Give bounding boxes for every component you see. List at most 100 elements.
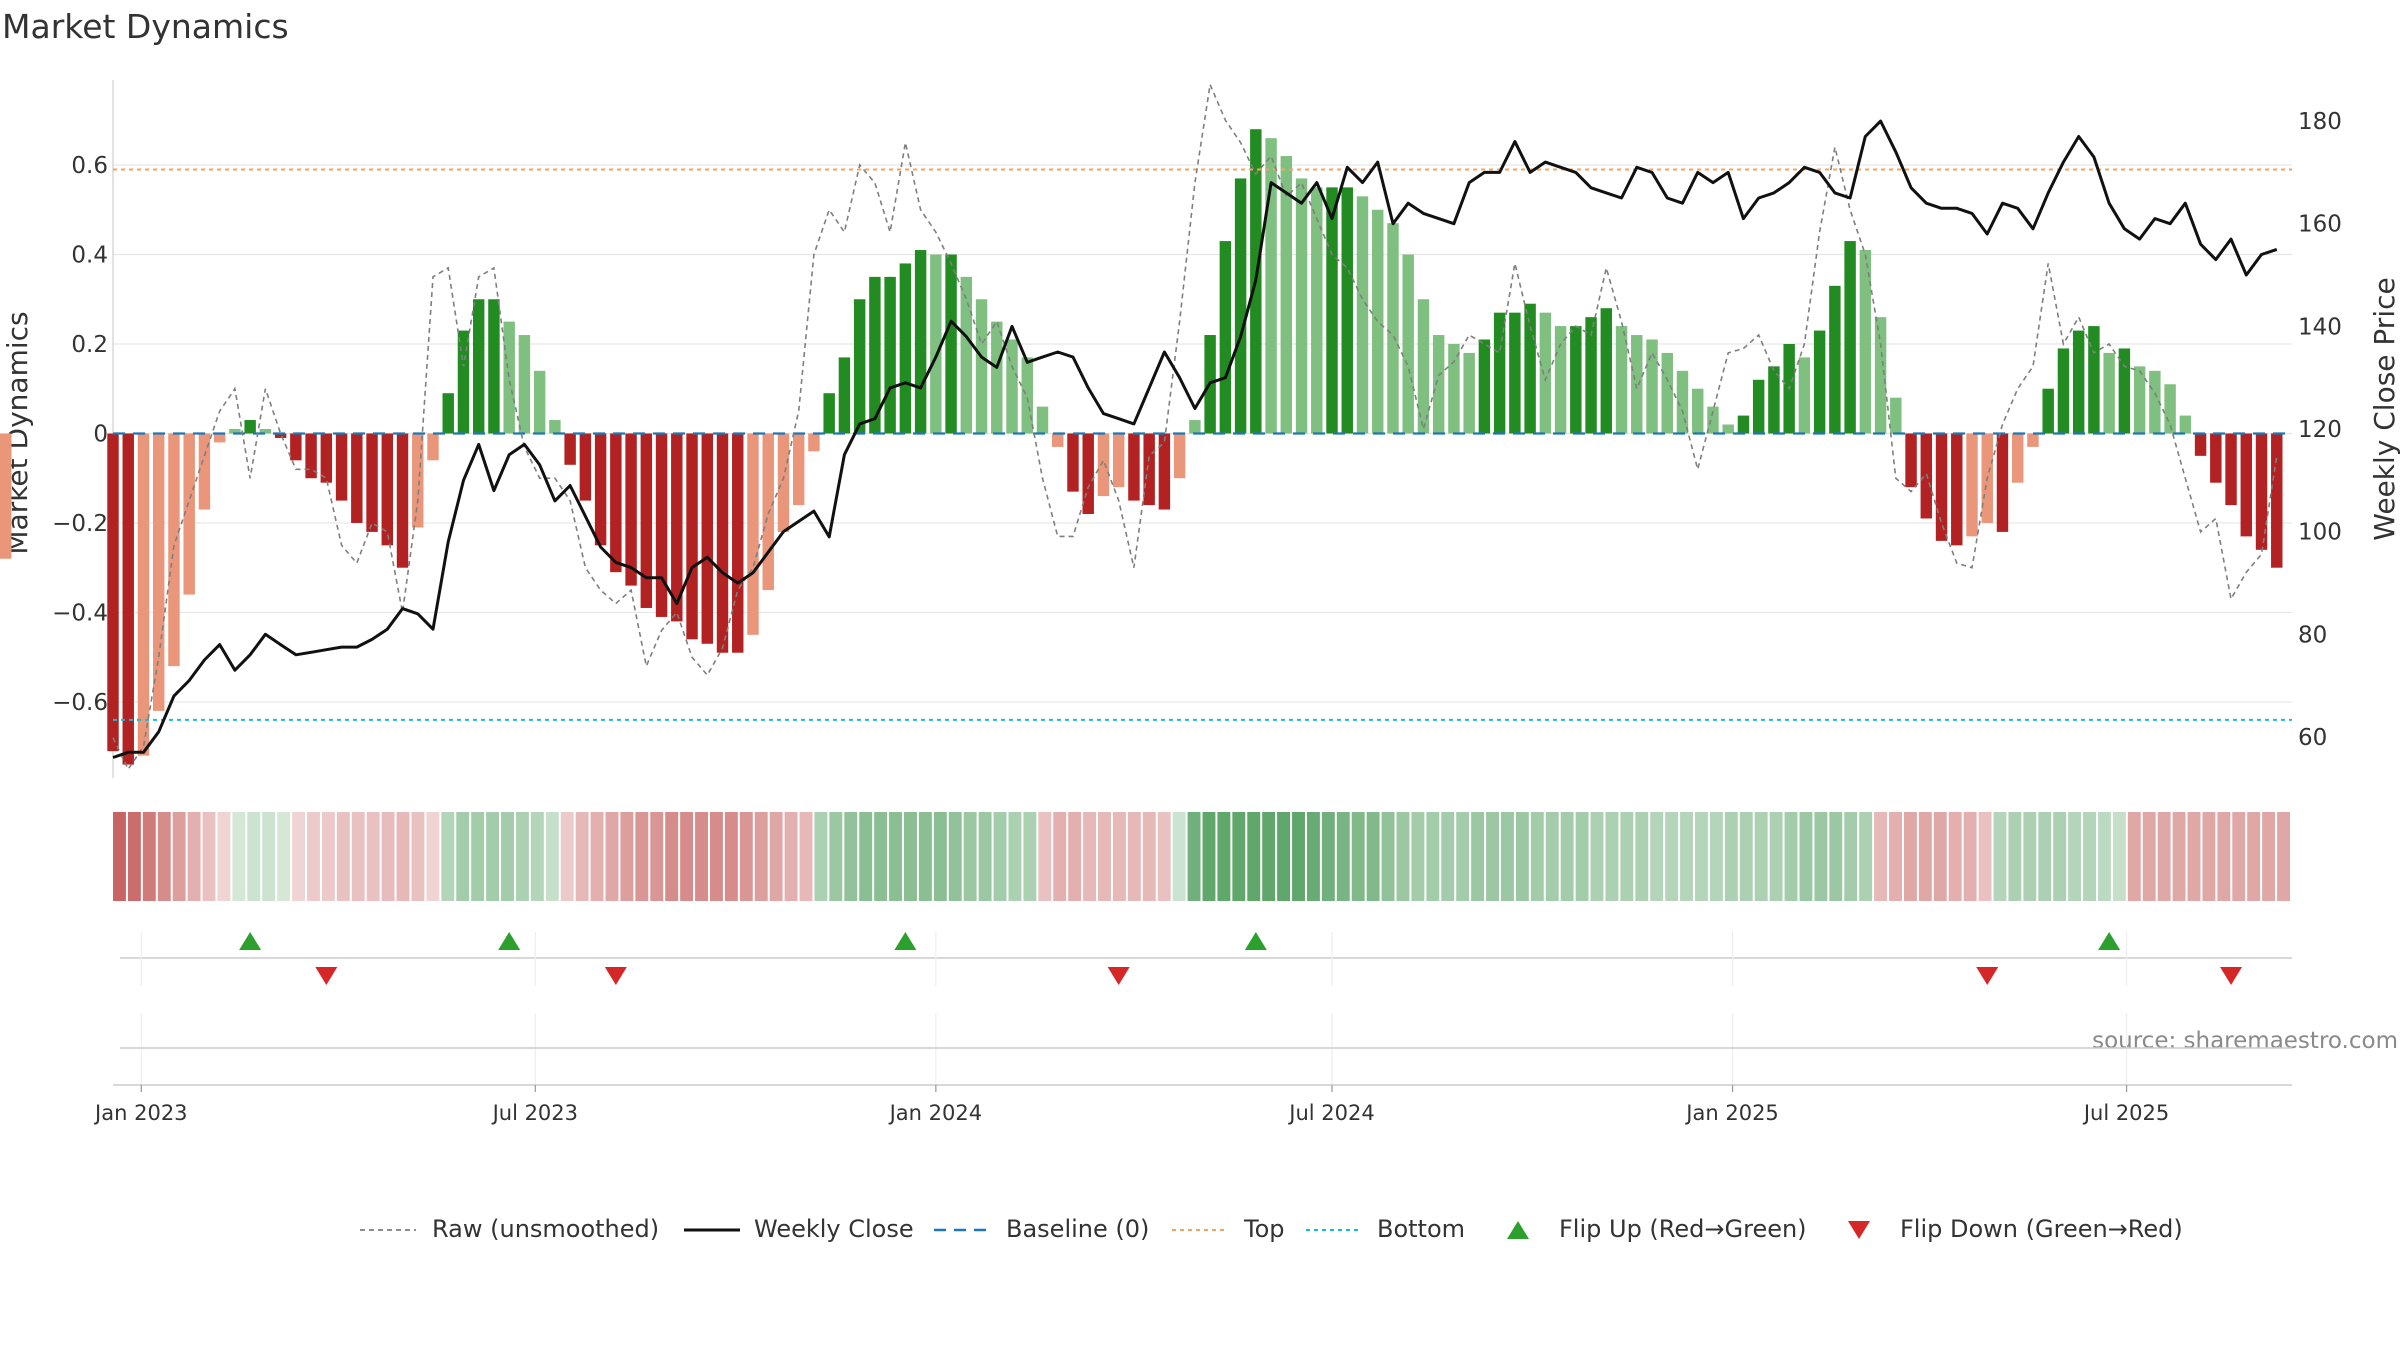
regime-strip-cell [1724,812,1738,901]
regime-strip-cell [1695,812,1708,901]
regime-strip-cell [1008,812,1022,901]
regime-strip-cell [351,812,365,901]
dynamics-bar [991,321,1003,434]
regime-strip-cell [2112,812,2126,901]
legend-label: Bottom [1377,1215,1465,1243]
regime-strip-cell [321,812,335,901]
regime-strip-cell [1963,812,1977,901]
dynamics-bar [1798,357,1811,434]
dynamics-bar [1356,196,1369,434]
dynamics-bar [960,276,973,434]
dynamics-bar [1189,420,1201,434]
dynamics-bar [1052,433,1064,447]
raw-unsmoothed-line [112,81,2278,771]
source-note: source: sharemaestro.com [2092,1028,2398,1054]
y-tick-label-left: 0 [93,421,108,447]
regime-strip-cell [1486,812,1499,901]
x-tick-label: Jul 2023 [491,1101,578,1125]
regime-strip-cell [217,812,231,901]
dynamics-bar [1966,433,1978,537]
dynamics-bar [2255,433,2268,550]
legend-label: Raw (unsmoothed) [432,1215,659,1243]
dynamics-bar [1554,326,1567,434]
dynamics-bar [122,433,134,765]
chart-title: Market Dynamics [2,7,289,46]
regime-strip-cell [1232,812,1246,901]
regime-strip-cell [1903,812,1917,901]
regime-strip-cell [2142,812,2156,901]
dynamics-bar [229,429,241,434]
regime-strip-cell [486,812,500,901]
regime-strip-cell [2277,812,2290,901]
dynamics-bar [290,433,302,461]
regime-strip-cell [2068,812,2082,901]
dynamics-bar [1372,209,1384,434]
regime-strip-cell [1799,812,1813,901]
regime-strip-cell [2202,812,2216,901]
regime-strip-cell [1381,812,1395,901]
regime-strip-cell [1680,812,1694,901]
dynamics-bar [2103,352,2115,434]
dynamics-bar [442,393,454,434]
x-tick-label: Jul 2025 [2082,1101,2169,1125]
dynamics-bar [472,299,485,434]
regime-strip-cell [784,812,798,901]
dynamics-bar [274,433,287,438]
y-tick-label-left: −0.4 [52,600,108,626]
dynamics-bar [1173,433,1186,479]
regime-strip-cell [709,812,723,901]
regime-strip-cell [1172,812,1186,901]
dynamics-bar [1432,335,1445,434]
regime-strip-cell [620,812,634,901]
regime-strip-cell [1068,812,1082,901]
regime-strip-cell [1396,812,1410,901]
dynamics-bar [1905,433,1917,488]
dynamics-bar [1737,415,1750,434]
regime-strip-cell [889,812,903,901]
y-tick-label-right: 160 [2298,212,2342,238]
dynamics-bar [1128,433,1140,501]
dynamics-bar [518,335,531,434]
regime-strip-cell [2127,812,2141,901]
dynamics-bar [1463,352,1475,434]
dynamics-bar [838,357,851,434]
dynamics-bar [1067,433,1079,492]
y-tick-label-left: 0.4 [71,243,108,269]
regime-strip-cell [1127,812,1141,901]
regime-strip-cell [2172,812,2186,901]
dynamics-bar [0,433,12,515]
dynamics-bar [1082,433,1094,515]
dynamics-bar [1234,178,1247,434]
regime-strip-cell [336,812,350,901]
regime-strip-cell [1859,812,1873,901]
regime-strip-cell [2023,812,2037,901]
dynamics-bar [1417,299,1430,434]
regime-strip-cell [456,812,470,901]
dynamics-bar [1539,312,1552,434]
y-tick-label-right: 100 [2298,520,2342,546]
regime-strip-cell [471,812,485,901]
dynamics-bar [1158,433,1171,510]
y-tick-label-right: 120 [2298,417,2342,443]
regime-strip-cell [635,812,649,901]
regime-strip-cell [874,812,888,901]
dynamics-bar [1006,339,1018,434]
dynamics-bar [1859,250,1872,434]
dynamics-bar [2149,370,2161,434]
y-tick-label-right: 80 [2298,622,2327,648]
dynamics-bar [655,433,668,617]
dynamics-bar [259,429,272,434]
regime-strip-cell [1471,812,1485,901]
dynamics-bar [1570,326,1582,434]
regime-strip-cell [2038,812,2052,901]
regime-strip-cell [859,812,873,901]
legend-swatch [1848,1221,1870,1239]
dynamics-bar [1646,339,1658,434]
dynamics-bar [2012,433,2024,483]
regime-strip-cell [172,812,186,901]
regime-strip-cell [1874,812,1888,901]
y-tick-label-left: −0.6 [52,690,108,716]
regime-strip-cell [695,812,708,901]
regime-strip-cell [1784,812,1798,901]
dynamics-bar [152,433,165,711]
